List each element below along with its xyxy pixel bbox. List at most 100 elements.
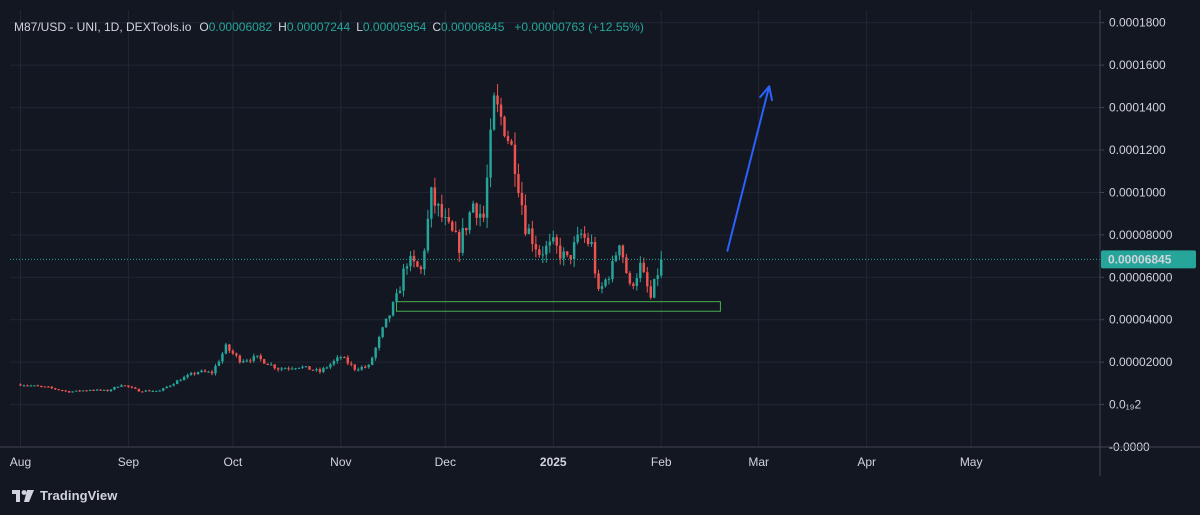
candle-body [280, 368, 283, 370]
ohlc-legend: M87/USD - UNI, 1D, DEXTools.io O 0.000060… [14, 20, 644, 34]
candle [92, 389, 95, 391]
candle-body [346, 357, 350, 364]
candle [269, 362, 273, 366]
candle-body [478, 213, 482, 218]
candle-body [318, 369, 322, 372]
candle-body [384, 318, 388, 328]
candle [405, 263, 409, 275]
candle-body [506, 136, 510, 141]
candle [583, 226, 586, 243]
candle [203, 369, 207, 373]
y-tick-label: 0.0001800 [1109, 16, 1166, 30]
candle-body [541, 254, 545, 256]
candle-body [426, 218, 430, 251]
candle [649, 280, 652, 300]
candle-body [520, 192, 524, 206]
candle-body [88, 389, 92, 391]
x-tick-label: 2025 [540, 455, 567, 469]
candle-body [586, 237, 590, 245]
candle [597, 269, 600, 292]
candle [57, 389, 60, 391]
candle [36, 384, 40, 387]
price-chart[interactable]: 0.00006845 0.0001800 0.0001600 0.0001400 0.… [0, 0, 1200, 476]
candle-body [538, 249, 541, 255]
candle [207, 370, 210, 373]
candle [315, 367, 318, 372]
candle-body [374, 347, 377, 358]
candle-body [47, 386, 50, 388]
candle [524, 194, 527, 237]
candle [235, 352, 238, 358]
candle [252, 353, 255, 363]
candle [391, 301, 395, 317]
candle-body [137, 388, 141, 392]
candle [506, 130, 510, 145]
candle-body [395, 293, 398, 303]
candle-body [26, 385, 29, 387]
candle [625, 253, 628, 274]
low-key: L [356, 20, 363, 34]
candle-body [158, 390, 161, 392]
tradingview-logo[interactable]: TradingView [12, 488, 117, 503]
candle [451, 220, 454, 233]
candle-body [597, 273, 600, 289]
candle [287, 366, 290, 371]
candle-body [256, 355, 259, 357]
candle-body [545, 245, 548, 255]
candle [642, 257, 646, 274]
candle-body [231, 350, 235, 354]
candle [517, 163, 520, 198]
candle [242, 359, 245, 364]
candle [43, 386, 47, 388]
candle-body [109, 389, 113, 392]
candle [322, 366, 325, 374]
candle [653, 278, 656, 299]
candle-body [81, 390, 85, 392]
candle-body [64, 390, 67, 392]
price-tag-label: 0.00006845 [1108, 252, 1172, 266]
candle [158, 389, 161, 392]
candle [120, 384, 123, 388]
candle [433, 177, 437, 214]
candle [217, 359, 221, 367]
candle-body [228, 344, 231, 351]
trend-arrow-line [726, 85, 771, 252]
candle-body [311, 369, 315, 371]
candle [336, 355, 339, 364]
candle-body [92, 389, 95, 391]
candle-body [454, 230, 457, 233]
candle [172, 383, 175, 387]
candle [318, 367, 322, 374]
candle-body [642, 262, 646, 273]
candle-body [370, 357, 374, 365]
candle-body [85, 390, 88, 392]
candle-body [475, 203, 478, 218]
candle [357, 367, 360, 372]
candle-body [148, 390, 151, 392]
candle-body [19, 384, 22, 386]
candle-body [259, 355, 262, 360]
candle-body [283, 368, 287, 370]
candle-body [287, 368, 290, 370]
x-tick-label: May [960, 455, 983, 469]
candle-body [517, 173, 520, 193]
candle-body [649, 286, 652, 298]
candle-body [172, 384, 175, 386]
candle-body [123, 385, 127, 387]
candle [565, 251, 569, 258]
candle [555, 234, 558, 254]
candle [332, 359, 336, 367]
candle [189, 371, 193, 376]
candle [304, 366, 308, 368]
candle-body [461, 227, 464, 253]
y-tick-label: 0.00002000 [1109, 355, 1173, 369]
candle-body [196, 372, 200, 375]
candle-body [653, 278, 656, 298]
x-tick-label: Mar [748, 455, 769, 469]
candle-body [632, 283, 635, 286]
candle [402, 263, 405, 297]
open-key: O [199, 20, 209, 34]
candle-body [141, 391, 144, 393]
candle-body [534, 244, 538, 250]
